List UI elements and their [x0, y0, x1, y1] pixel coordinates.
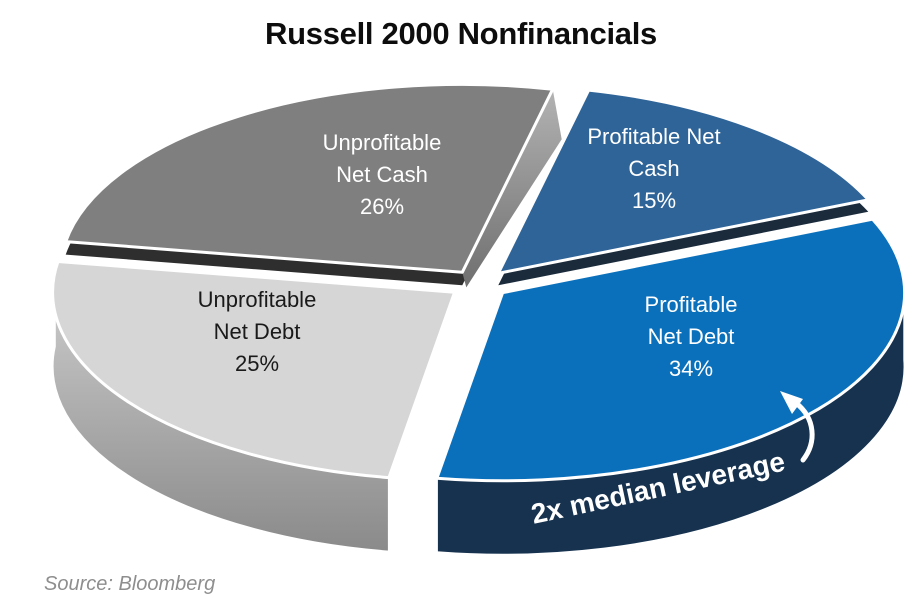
pie-slice-unprofitable-net-debt: [51, 260, 457, 480]
source-note: Source: Bloomberg: [44, 573, 216, 595]
pie-slice-profitable-net-cash: [496, 88, 870, 275]
pie-slice-cutface-unprofitable-net-cash: [462, 89, 562, 288]
pie-slice-profitable-net-debt: [435, 217, 907, 483]
pie-slice-unprofitable-net-cash: [64, 82, 555, 274]
pie-slice-label-unprofitable-net-cash: Unprofitable Net Cash 26%: [323, 130, 442, 219]
annotation-arrowhead-icon: [780, 391, 803, 414]
chart-title: Russell 2000 Nonfinancials: [265, 16, 657, 51]
pie-slice-label-unprofitable-net-debt: Unprofitable Net Debt 25%: [198, 287, 317, 376]
pie-slice-label-profitable-net-debt: Profitable Net Debt 34%: [645, 292, 738, 381]
annotation-arrow: [793, 400, 815, 463]
pie-slice-label-profitable-net-cash: Profitable Net Cash 15%: [587, 124, 720, 213]
